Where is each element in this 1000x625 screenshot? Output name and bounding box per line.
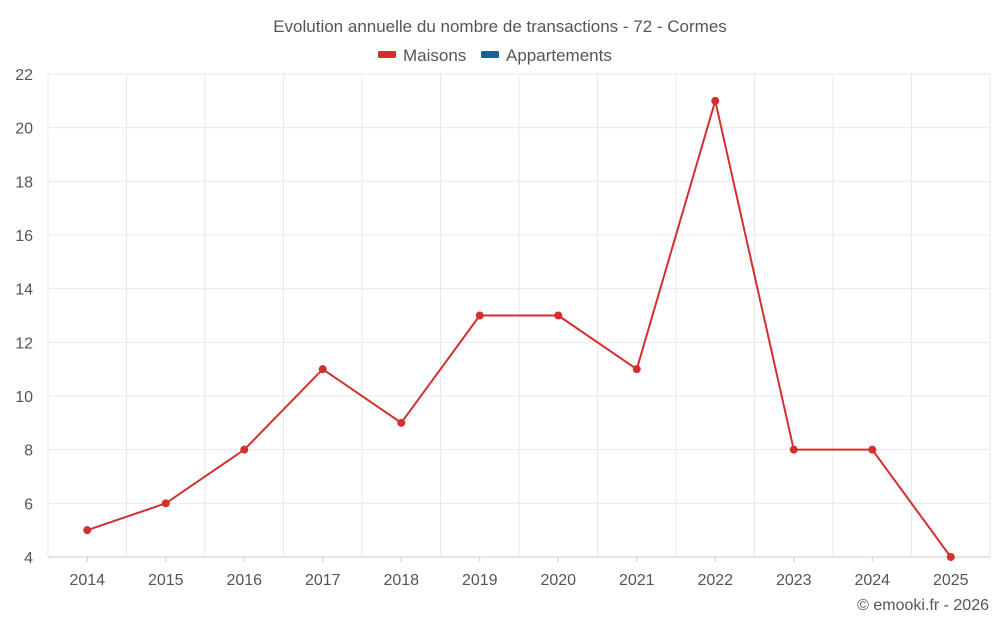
x-tick-label: 2023: [776, 572, 812, 589]
data-point-maisons-2020[interactable]: [554, 311, 563, 320]
x-tick-label: 2022: [697, 572, 733, 589]
data-point-maisons-2015[interactable]: [161, 499, 170, 508]
legend-swatch-maisons[interactable]: [378, 51, 396, 58]
series-layer: [83, 96, 955, 561]
x-tick-label: 2014: [69, 572, 105, 589]
y-tick-label: 10: [15, 389, 33, 406]
x-tick-label: 2016: [226, 572, 262, 589]
x-tick-label: 2020: [540, 572, 576, 589]
x-tick-label: 2021: [619, 572, 655, 589]
chart-title: Evolution annuelle du nombre de transact…: [273, 17, 727, 36]
data-point-maisons-2022[interactable]: [711, 96, 720, 105]
legend-swatch-appartements[interactable]: [481, 51, 499, 58]
series-line-maisons[interactable]: [86, 99, 952, 558]
data-point-maisons-2018[interactable]: [397, 418, 406, 427]
y-tick-label: 20: [15, 121, 33, 138]
grid-lines: [47, 73, 991, 558]
legend: Maisons Appartements: [378, 46, 612, 65]
y-tick-label: 6: [24, 496, 33, 513]
data-point-maisons-2023[interactable]: [789, 445, 798, 454]
legend-label-appartements[interactable]: Appartements: [506, 46, 612, 65]
y-tick-label: 8: [24, 443, 33, 460]
x-tick-label: 2019: [462, 572, 498, 589]
credit-text: © emooki.fr - 2026: [857, 597, 989, 614]
legend-label-maisons[interactable]: Maisons: [403, 46, 466, 65]
data-point-maisons-2024[interactable]: [868, 445, 877, 454]
data-point-maisons-2016[interactable]: [240, 445, 249, 454]
x-tick-label: 2024: [854, 572, 890, 589]
data-point-maisons-2021[interactable]: [632, 365, 641, 374]
x-tick-label: 2025: [933, 572, 969, 589]
data-point-maisons-2019[interactable]: [475, 311, 484, 320]
x-tick-label: 2017: [305, 572, 341, 589]
data-point-maisons-2025[interactable]: [946, 553, 955, 561]
y-tick-label: 16: [15, 228, 33, 245]
y-tick-label: 12: [15, 335, 33, 352]
y-tick-label: 4: [24, 550, 33, 567]
x-tick-label: 2015: [148, 572, 184, 589]
data-point-maisons-2017[interactable]: [318, 365, 327, 374]
x-axis-ticks: 2014 2015 2016 2017 2018 2019 2020 2021 2022 2023…: [69, 557, 969, 589]
data-point-maisons-2014[interactable]: [83, 526, 92, 535]
y-tick-label: 14: [15, 282, 33, 299]
y-axis-ticks: 4 6 8 10 12 14 16 18 20 22: [15, 67, 33, 567]
y-tick-label: 18: [15, 174, 33, 191]
y-tick-label: 22: [15, 67, 33, 84]
x-tick-label: 2018: [383, 572, 419, 589]
